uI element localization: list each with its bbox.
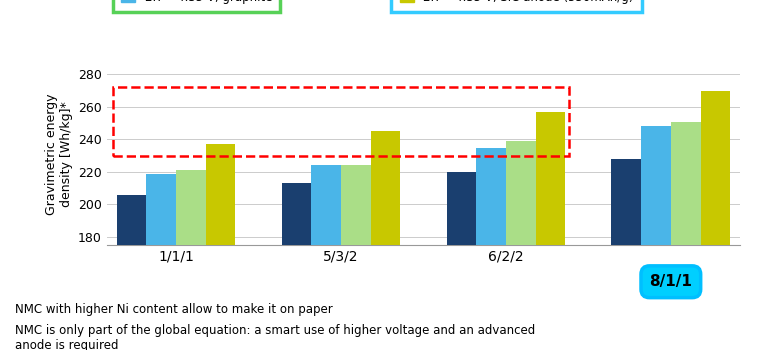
Bar bbox=[341, 166, 371, 350]
Bar bbox=[176, 170, 206, 350]
Bar bbox=[611, 159, 641, 350]
Bar bbox=[117, 195, 146, 350]
Y-axis label: Gravimetric energy
density [Wh/kg]*: Gravimetric energy density [Wh/kg]* bbox=[44, 93, 72, 215]
Bar bbox=[146, 174, 176, 350]
Bar bbox=[371, 131, 401, 350]
Bar bbox=[700, 91, 730, 350]
Bar bbox=[114, 88, 568, 156]
Bar bbox=[206, 144, 236, 350]
Text: NMC is only part of the global equation: a smart use of higher voltage and an ad: NMC is only part of the global equation:… bbox=[15, 324, 536, 350]
Bar bbox=[446, 172, 476, 350]
Bar bbox=[671, 121, 700, 350]
Legend: 2.7 – 4.2 V, SiC anode (550mAh/g), 2.7 – 4.35 V, SiC anode (550mAh/g): 2.7 – 4.2 V, SiC anode (550mAh/g), 2.7 –… bbox=[391, 0, 642, 12]
Text: 8/1/1: 8/1/1 bbox=[649, 274, 692, 289]
Bar bbox=[476, 147, 506, 350]
Bar bbox=[536, 112, 565, 350]
Bar bbox=[311, 166, 341, 350]
Bar bbox=[641, 126, 671, 350]
Text: NMC with higher Ni content allow to make it on paper: NMC with higher Ni content allow to make… bbox=[15, 303, 333, 316]
Bar bbox=[506, 141, 536, 350]
Bar bbox=[282, 183, 311, 350]
